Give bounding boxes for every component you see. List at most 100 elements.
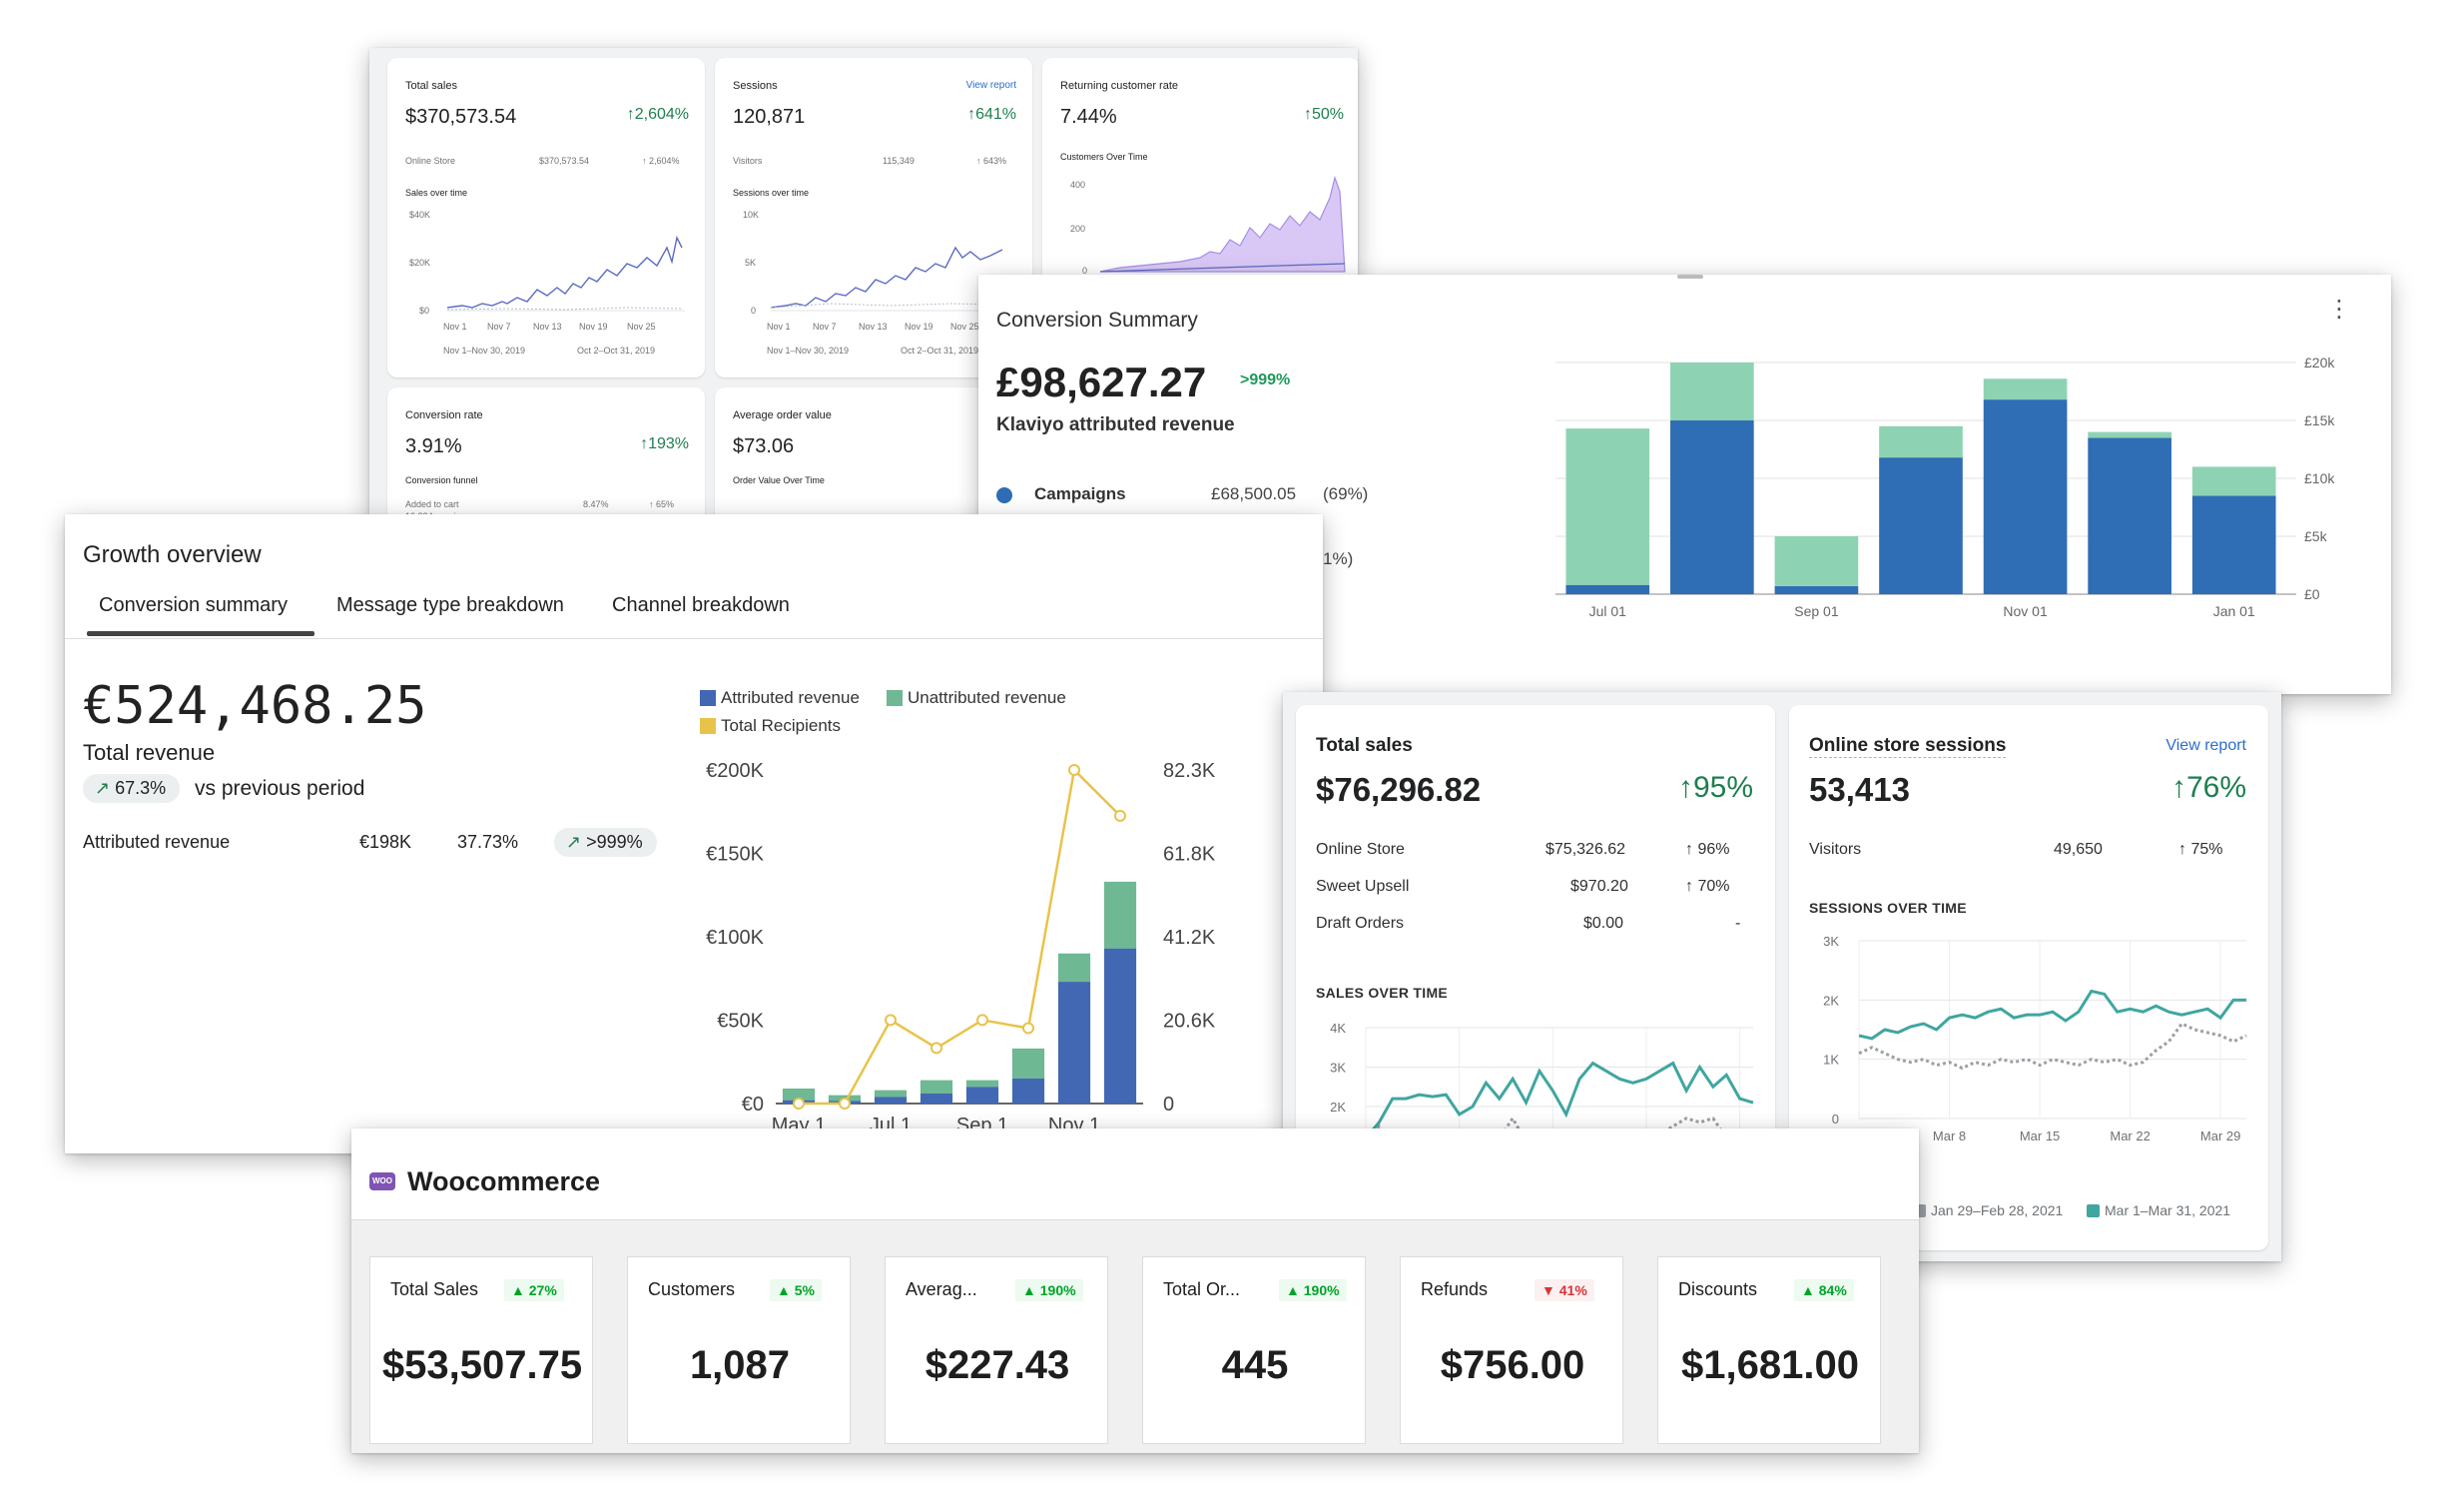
stat-card-refunds[interactable]: Refunds ▼ 41% $756.00 bbox=[1400, 1256, 1623, 1444]
row-delta: ↑ 65% bbox=[649, 499, 675, 509]
tab-divider bbox=[65, 638, 1323, 639]
card-delta: ↑193% bbox=[640, 435, 689, 452]
legend-recipients: Total Recipients bbox=[721, 716, 842, 735]
x-tick: Nov 13 bbox=[859, 322, 888, 332]
x-tick: Nov 25 bbox=[627, 322, 656, 332]
stat-label: Refunds bbox=[1421, 1279, 1489, 1299]
stat-badge: ▲ 27% bbox=[504, 1279, 564, 1301]
recipients-point bbox=[1022, 1022, 1034, 1035]
breakdown-row: Visitors 49,650 ↑ 75% bbox=[1809, 841, 2238, 863]
y-tick-label: 2K bbox=[1330, 1100, 1346, 1115]
stat-card-total-orders[interactable]: Total Or... ▲ 190% 445 bbox=[1142, 1256, 1366, 1444]
x-tick: Nov 1 bbox=[443, 322, 467, 332]
x-tick-label: Mar 29 bbox=[2200, 1128, 2240, 1143]
panel-title: Conversion Summary bbox=[996, 309, 1198, 332]
stat-label: Discounts bbox=[1678, 1279, 1758, 1299]
legend-item: Nov 1–Nov 30, 2019 bbox=[443, 346, 526, 356]
y-tick-label: 1K bbox=[1823, 1053, 1839, 1068]
y-tick-label: €200K bbox=[706, 760, 764, 782]
previous-period-line bbox=[1858, 1022, 2247, 1071]
y-tick-label: €0 bbox=[742, 1094, 764, 1116]
recipients-point bbox=[1068, 764, 1080, 776]
row-label: Added to cart bbox=[405, 499, 459, 509]
trend-up-icon: ↗ bbox=[566, 832, 582, 852]
card-value: $76,296.82 bbox=[1316, 771, 1482, 808]
x-tick-label: Mar 8 bbox=[1933, 1128, 1966, 1143]
attributed-revenue-label: Klaviyo attributed revenue bbox=[996, 414, 1235, 435]
kebab-menu-icon[interactable]: ⋮ bbox=[2327, 296, 2351, 323]
bar-unattributed bbox=[782, 1088, 816, 1101]
card-title: Returning customer rate bbox=[1060, 80, 1178, 92]
tab-conversion-summary[interactable]: Conversion summary bbox=[99, 594, 288, 616]
attributed-revenue-delta: >999% bbox=[1240, 372, 1291, 388]
y2-tick-label: 20.6K bbox=[1163, 1011, 1216, 1033]
campaigns-value: £68,500.05 bbox=[1211, 484, 1297, 503]
row-delta: ↑ 70% bbox=[1685, 878, 1730, 895]
attributed-revenue-label: Attributed revenue bbox=[83, 832, 231, 852]
x-tick-label: Mar 22 bbox=[2110, 1128, 2150, 1143]
x-tick-label: Sep 01 bbox=[1794, 603, 1839, 619]
conversion-rate-card[interactable]: Conversion rate 3.91% ↑193% Conversion f… bbox=[387, 387, 705, 527]
bar-unattributed bbox=[1879, 425, 1963, 458]
row-label: Online Store bbox=[405, 156, 456, 166]
x-tick: Nov 19 bbox=[579, 322, 608, 332]
attributed-revenue-value: £98,627.27 bbox=[996, 359, 1207, 405]
campaigns-pct: (69%) bbox=[1323, 484, 1369, 503]
x-tick: Nov 19 bbox=[905, 322, 933, 332]
bar-unattributed bbox=[2191, 466, 2276, 496]
row-value: 8.47% bbox=[583, 499, 609, 509]
card-delta: ↑50% bbox=[1303, 106, 1344, 123]
stat-value: 1,087 bbox=[689, 1343, 791, 1387]
card-delta: ↑641% bbox=[967, 106, 1016, 123]
chart-title: Sales over time bbox=[405, 188, 468, 198]
woo-logo: WOO bbox=[369, 1172, 395, 1190]
x-tick: Nov 1 bbox=[767, 322, 791, 332]
bar-attributed bbox=[920, 1093, 953, 1104]
growth-overview-panel: Growth overview Conversion summary Messa… bbox=[65, 514, 1323, 1153]
x-tick-label: Mar 15 bbox=[2020, 1128, 2060, 1143]
y-tick-label: 3K bbox=[1823, 934, 1839, 949]
card-value: 120,871 bbox=[733, 106, 806, 128]
row-value: $0.00 bbox=[1583, 915, 1624, 932]
bar-attributed bbox=[965, 1087, 999, 1104]
total-revenue-value: €524,468.25 bbox=[83, 676, 427, 736]
y-tick: 5K bbox=[745, 258, 757, 268]
bar-attributed bbox=[1565, 584, 1650, 594]
y-tick-label: £0 bbox=[2304, 586, 2320, 602]
total-sales-card[interactable]: Total sales $370,573.54 ↑2,604% Online S… bbox=[387, 58, 705, 377]
y-tick-label: €100K bbox=[706, 927, 764, 949]
legend-item: Oct 2–Oct 31, 2019 bbox=[577, 346, 656, 356]
card-title: Online store sessions bbox=[1809, 735, 2007, 758]
y-tick: $20K bbox=[409, 258, 431, 268]
trend-up-icon: ↗ bbox=[95, 778, 111, 798]
panel-title: Woocommerce bbox=[407, 1166, 601, 1196]
stat-card-total-sales[interactable]: Total Sales ▲ 27% $53,507.75 bbox=[369, 1256, 593, 1444]
bar-attributed bbox=[1983, 399, 2068, 594]
bar-unattributed bbox=[1983, 378, 2068, 400]
drag-handle[interactable] bbox=[1677, 275, 1703, 279]
card-delta: ↑95% bbox=[1677, 771, 1753, 804]
chart-title: SESSIONS OVER TIME bbox=[1809, 900, 1967, 916]
trend-label: vs previous period bbox=[195, 777, 365, 800]
row-delta: ↑ 2,604% bbox=[642, 156, 680, 166]
stat-card-customers[interactable]: Customers ▲ 5% 1,087 bbox=[627, 1256, 851, 1444]
recipients-line bbox=[799, 767, 1121, 1106]
stat-card-discounts[interactable]: Discounts ▲ 84% $1,681.00 bbox=[1657, 1256, 1881, 1444]
stat-value: $756.00 bbox=[1440, 1343, 1585, 1387]
y-tick-label: €50K bbox=[717, 1011, 764, 1033]
bar-attributed bbox=[1011, 1078, 1045, 1104]
recipients-point bbox=[885, 1014, 897, 1027]
sessions-sparkline bbox=[771, 246, 1008, 312]
x-tick-label: Jul 01 bbox=[1589, 603, 1627, 619]
tab-channel-breakdown[interactable]: Channel breakdown bbox=[612, 594, 790, 616]
stat-card-average[interactable]: Averag... ▲ 190% $227.43 bbox=[885, 1256, 1108, 1444]
view-report-link[interactable]: View report bbox=[2165, 737, 2246, 754]
campaigns-label: Campaigns bbox=[1034, 484, 1126, 503]
chart-title: Sessions over time bbox=[733, 188, 810, 198]
view-report-link[interactable]: View report bbox=[965, 80, 1016, 91]
tab-message-type-breakdown[interactable]: Message type breakdown bbox=[336, 594, 564, 616]
y-tick-label: £10k bbox=[2304, 470, 2335, 486]
stat-label: Averag... bbox=[906, 1279, 977, 1299]
bar-attributed bbox=[2191, 495, 2276, 594]
x-tick-label: Jan 01 bbox=[2213, 603, 2255, 619]
